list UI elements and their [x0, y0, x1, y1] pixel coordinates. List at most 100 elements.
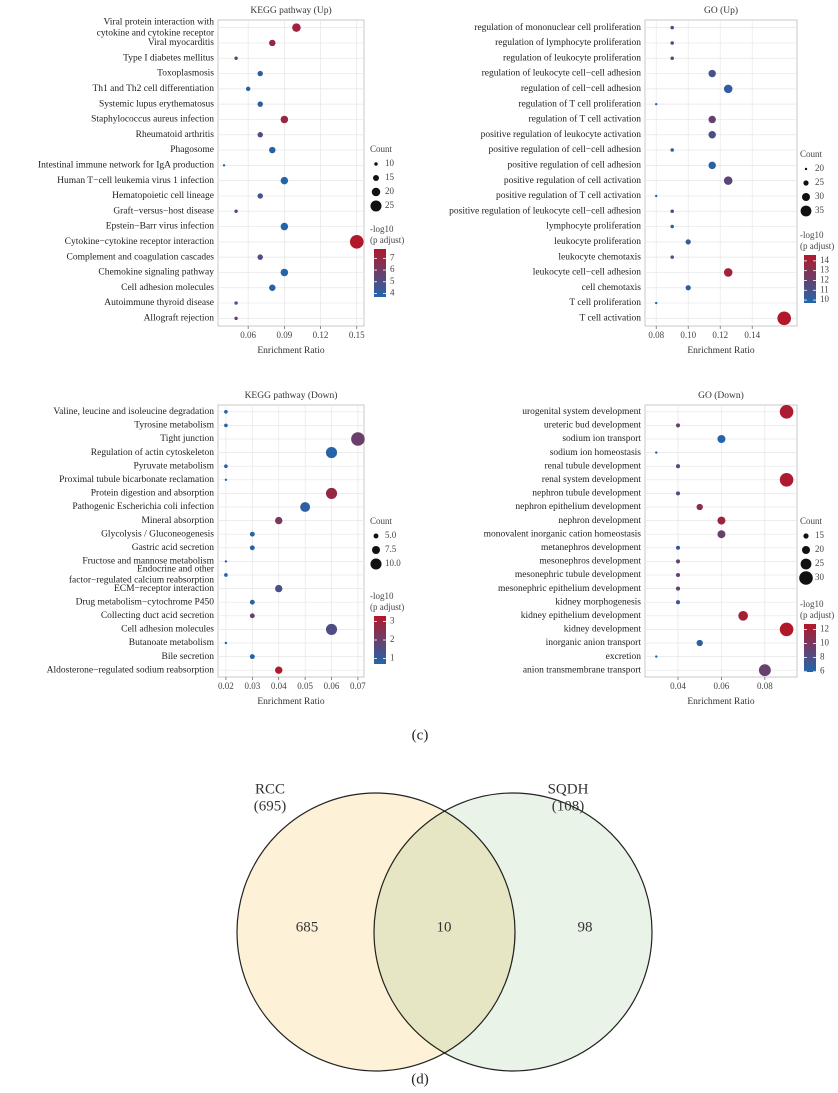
- legend-dot: [372, 546, 380, 554]
- y-tick-label: leukocyte cell−cell adhesion: [533, 268, 641, 278]
- panel-label: (c): [412, 727, 429, 743]
- y-tick-label: Valine, leucine and isoleucine degradati…: [53, 407, 214, 417]
- colorbar-label: 10: [820, 294, 830, 304]
- y-tick-label: leukocyte chemotaxis: [558, 252, 641, 262]
- y-tick-label: Endocrine and other: [137, 565, 215, 575]
- y-tick-label: Th1 and Th2 cell differentiation: [92, 83, 214, 94]
- dot: [670, 148, 674, 152]
- y-tick-label: Cell adhesion molecules: [121, 283, 214, 293]
- y-tick-label: Intestinal immune network for IgA produc…: [38, 160, 214, 171]
- panel-label: (d): [411, 1071, 429, 1087]
- dot: [655, 451, 658, 454]
- y-tick-label: sodium ion transport: [562, 434, 641, 444]
- y-tick-label: ECM−receptor interaction: [114, 584, 214, 594]
- dot: [675, 586, 681, 591]
- x-tick-label: 0.08: [648, 330, 664, 340]
- y-tick-label: regulation of cell−cell adhesion: [521, 83, 641, 94]
- chart-title: KEGG pathway (Up): [250, 5, 331, 16]
- dot: [779, 622, 794, 637]
- dot: [655, 301, 658, 305]
- colorbar-label: 7: [390, 252, 395, 262]
- x-tick-label: 0.10: [680, 330, 696, 340]
- legend-label: 10: [385, 158, 395, 168]
- legend-title: Count: [800, 149, 823, 159]
- dot: [275, 666, 283, 674]
- x-tick-label: 0.03: [244, 681, 260, 691]
- colorbar-label: 12: [820, 624, 829, 634]
- dot: [670, 209, 674, 214]
- dot: [723, 268, 733, 277]
- legend-dot: [371, 187, 381, 197]
- y-tick-label: positive regulation of cell−cell adhesio…: [488, 144, 641, 155]
- plot-panel: [644, 404, 798, 678]
- venn-set-name: RCC: [255, 781, 285, 797]
- dot: [280, 268, 289, 277]
- legend-label: 25: [815, 558, 825, 568]
- venn-set-size: (695): [254, 798, 287, 814]
- y-tick-label: inorganic anion transport: [546, 638, 642, 648]
- y-tick-label: Rheumatoid arthritis: [136, 130, 215, 140]
- chart-title: KEGG pathway (Down): [245, 390, 338, 401]
- colorbar-title: (p adjust): [800, 610, 834, 620]
- x-tick-label: 0.04: [271, 681, 287, 691]
- dot: [723, 84, 733, 94]
- dot: [269, 146, 276, 154]
- y-tick-label: metanephros development: [541, 543, 641, 553]
- dot: [349, 235, 364, 249]
- y-tick-label: Cytokine−cytokine receptor interaction: [65, 237, 215, 247]
- colorbar-title: -log10: [800, 599, 824, 609]
- colorbar-title: -log10: [370, 591, 394, 601]
- y-tick-label: nephron epithelium development: [515, 502, 641, 512]
- dot: [696, 639, 703, 647]
- dot: [222, 164, 226, 167]
- colorbar-title: (p adjust): [370, 235, 404, 245]
- colorbar: [374, 616, 386, 664]
- y-tick-label: regulation of leukocyte cell−cell adhesi…: [482, 68, 642, 79]
- x-axis-title: Enrichment Ratio: [257, 697, 325, 707]
- colorbar-label: 10: [820, 638, 830, 648]
- dot: [224, 423, 228, 428]
- y-tick-label: Allograft rejection: [144, 313, 215, 324]
- dot: [300, 502, 311, 512]
- dot: [738, 610, 748, 621]
- y-tick-label: positive regulation of cell activation: [504, 175, 641, 186]
- y-tick-label: regulation of leukocyte proliferation: [503, 52, 641, 63]
- legend-dot: [804, 167, 808, 171]
- venn-set-name: SQDH: [548, 781, 589, 797]
- legend-label: 20: [815, 544, 825, 554]
- colorbar-label: 8: [820, 651, 825, 661]
- dot: [685, 285, 691, 291]
- colorbar-label: 13: [820, 265, 830, 275]
- venn-circles: [236, 792, 653, 1072]
- dot: [675, 423, 681, 428]
- y-tick-label: Proximal tubule bicarbonate reclamation: [59, 475, 214, 485]
- x-tick-label: 0.09: [276, 330, 292, 340]
- x-tick-label: 0.06: [240, 330, 256, 340]
- x-tick-label: 0.12: [313, 330, 329, 340]
- y-tick-label: Protein digestion and absorption: [91, 489, 214, 499]
- dot: [280, 222, 289, 231]
- chart-title: GO (Down): [698, 390, 744, 401]
- dot: [758, 664, 771, 677]
- dot: [275, 584, 283, 593]
- y-tick-label: nephron development: [558, 516, 641, 526]
- y-tick-label: anion transmembrane transport: [523, 665, 642, 675]
- colorbar-label: 3: [390, 616, 395, 626]
- legend-label: 25: [815, 177, 825, 187]
- legend-label: 20: [385, 186, 395, 196]
- dot: [280, 176, 289, 185]
- legend-dot: [802, 546, 810, 554]
- y-tick-label: renal tubule development: [544, 461, 641, 471]
- dot: [723, 176, 733, 185]
- dot: [257, 254, 263, 260]
- legend-dot: [373, 175, 379, 181]
- y-tick-label: Epstein−Barr virus infection: [106, 221, 214, 232]
- dot: [675, 559, 681, 564]
- legend-label: 25: [385, 200, 395, 210]
- colorbar-title: (p adjust): [370, 602, 404, 612]
- colorbar-label: 6: [390, 264, 395, 274]
- dot: [670, 41, 674, 45]
- y-tick-label: Graft−versus−host disease: [113, 205, 214, 216]
- y-tick-label: Butanoate metabolism: [129, 638, 215, 648]
- y-tick-label: kidney morphogenesis: [555, 597, 641, 607]
